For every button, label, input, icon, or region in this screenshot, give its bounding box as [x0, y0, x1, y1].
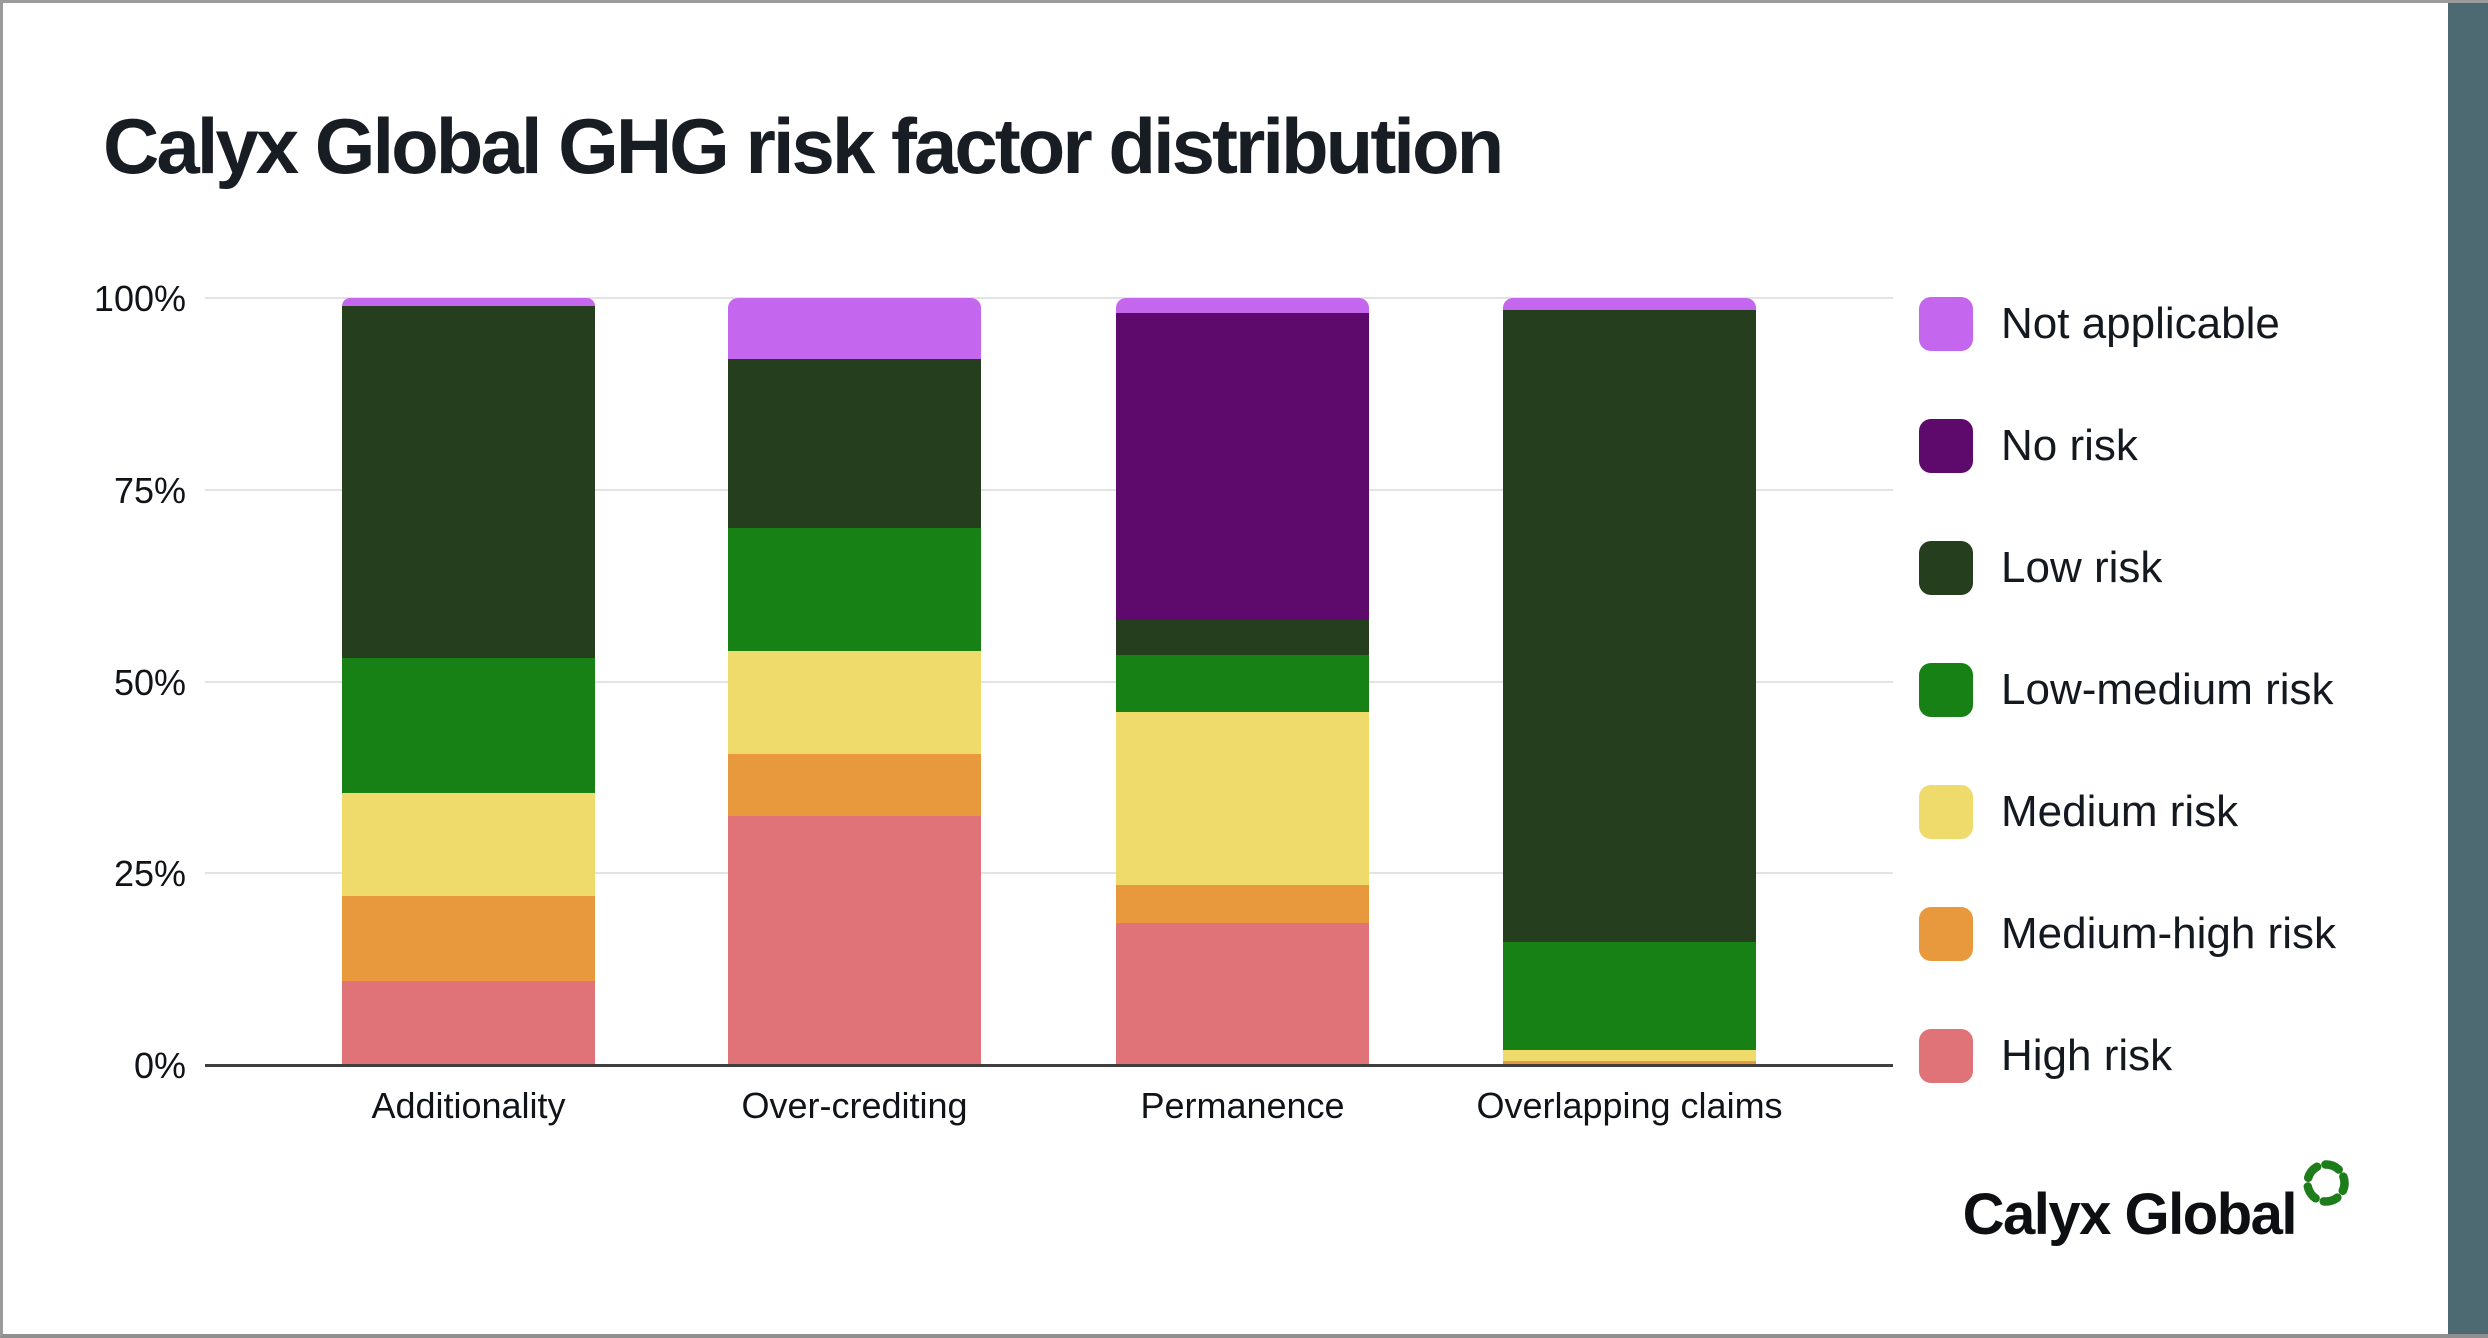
x-tick-label-overlapping-claims: Overlapping claims [1476, 1085, 1783, 1126]
bar-segment-permanence-not-applicable [1116, 298, 1369, 314]
legend: Not applicable No risk Low risk Low-medium … [1919, 297, 2488, 1151]
x-tick-label-additionality: Additionality [371, 1085, 566, 1126]
bar-segment-over-crediting-medium-risk [728, 650, 981, 755]
x-tick-label-over-crediting: Over-crediting [741, 1085, 968, 1126]
bar-segment-overlapping-claims-low-medium-risk [1503, 942, 1756, 1050]
legend-label-low-risk: Low risk [2001, 543, 2163, 592]
gridline-75 [205, 488, 1893, 491]
bar-segment-over-crediting-high-risk [728, 815, 981, 1065]
legend-item-low-risk: Low risk [1919, 541, 2488, 595]
legend-label-low-medium-risk: Low-medium risk [2001, 665, 2334, 714]
legend-label-not-applicable: Not applicable [2001, 299, 2280, 348]
bar-additionality [342, 298, 595, 1065]
x-axis-baseline [205, 1064, 1893, 1067]
bar-segment-overlapping-claims-medium-risk [1503, 1049, 1756, 1062]
bar-overlapping-claims [1503, 298, 1756, 1065]
legend-item-high-risk: High risk [1919, 1029, 2488, 1083]
footer-logo: Calyx Global [1963, 1159, 2350, 1248]
bar-segment-permanence-medium-high-risk [1116, 884, 1369, 924]
x-tick-label-permanence: Permanence [1140, 1085, 1345, 1126]
bar-segment-additionality-medium-high-risk [342, 896, 595, 981]
legend-swatch-medium-risk [1919, 785, 1973, 839]
legend-label-no-risk: No risk [2001, 421, 2138, 470]
y-tick-label-50: 50% [113, 661, 186, 703]
legend-swatch-low-risk [1919, 541, 1973, 595]
legend-item-low-medium-risk: Low-medium risk [1919, 663, 2488, 717]
gridline-25 [205, 872, 1893, 875]
y-tick-label-100: 100% [93, 278, 186, 319]
calyx-global-logo-icon [2303, 1160, 2349, 1206]
bar-over-crediting [728, 298, 981, 1065]
legend-item-no-risk: No risk [1919, 419, 2488, 473]
legend-label-medium-high-risk: Medium-high risk [2001, 909, 2336, 958]
bar-segment-overlapping-claims-not-applicable [1503, 298, 1756, 310]
bar-segment-over-crediting-low-risk [728, 359, 981, 529]
legend-swatch-not-applicable [1919, 297, 1973, 351]
legend-swatch-high-risk [1919, 1029, 1973, 1083]
bar-segment-over-crediting-low-medium-risk [728, 528, 981, 651]
legend-swatch-low-medium-risk [1919, 663, 1973, 717]
y-tick-label-0: 0% [133, 1045, 186, 1086]
bar-segment-permanence-medium-risk [1116, 712, 1369, 885]
bar-segment-additionality-high-risk [342, 980, 595, 1065]
legend-item-not-applicable: Not applicable [1919, 297, 2488, 351]
bar-segment-permanence-low-risk [1116, 620, 1369, 655]
bar-segment-overlapping-claims-low-risk [1503, 309, 1756, 943]
bar-segment-permanence-low-medium-risk [1116, 654, 1369, 713]
bar-segment-permanence-high-risk [1116, 923, 1369, 1065]
bar-segment-additionality-low-risk [342, 305, 595, 659]
page-title: Calyx Global GHG risk factor distributio… [103, 102, 1504, 190]
legend-item-medium-risk: Medium risk [1919, 785, 2488, 839]
gridline-100 [205, 297, 1893, 299]
legend-swatch-no-risk [1919, 419, 1973, 473]
bar-segment-permanence-no-risk [1116, 313, 1369, 621]
bar-segment-over-crediting-not-applicable [728, 298, 981, 360]
bar-segment-over-crediting-medium-high-risk [728, 754, 981, 816]
legend-label-medium-risk: Medium risk [2001, 787, 2239, 836]
bar-segment-additionality-not-applicable [342, 298, 595, 306]
y-tick-label-25: 25% [113, 853, 186, 895]
y-tick-label-75: 75% [113, 469, 186, 511]
gridline-50 [205, 680, 1893, 683]
bar-segment-overlapping-claims-medium-high-risk [1503, 1061, 1756, 1065]
bar-segment-additionality-medium-risk [342, 792, 595, 897]
legend-swatch-medium-high-risk [1919, 907, 1973, 961]
calyx-global-wordmark: Calyx Global [1962, 1182, 2298, 1247]
legend-item-medium-high-risk: Medium-high risk [1919, 907, 2488, 961]
bar-permanence [1116, 298, 1369, 1065]
legend-label-high-risk: High risk [2001, 1031, 2173, 1080]
bar-segment-additionality-low-medium-risk [342, 658, 595, 793]
right-edge-accent-bar [2448, 3, 2488, 1334]
